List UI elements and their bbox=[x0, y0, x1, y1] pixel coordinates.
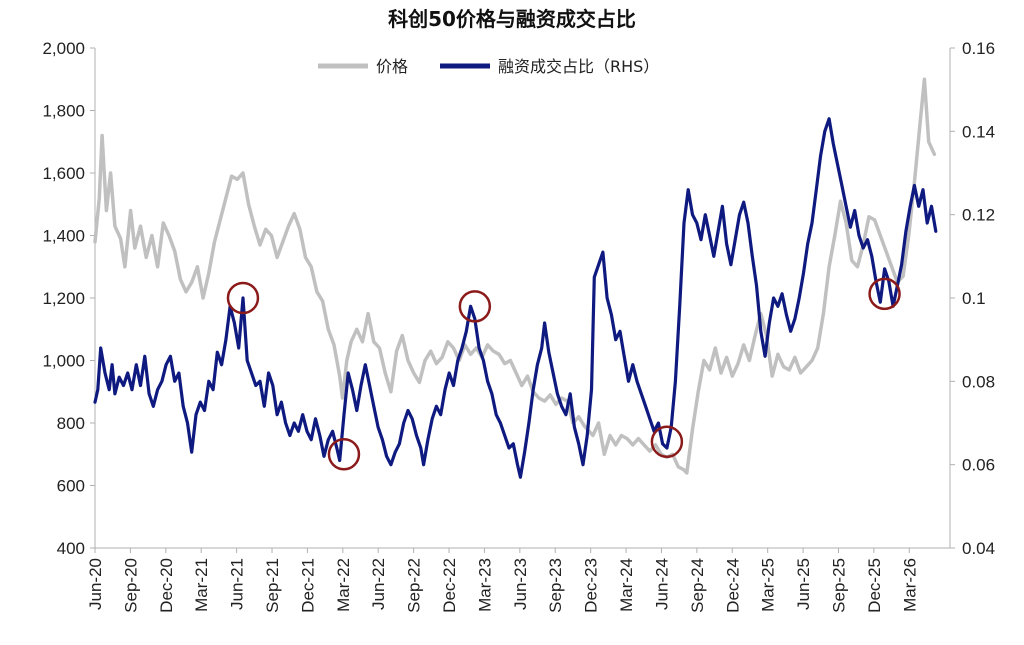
chart-title: 科创50价格与融资成交占比 bbox=[388, 7, 636, 31]
x-tick-label: Mar-25 bbox=[759, 558, 778, 612]
y-right-tick-label: 0.16 bbox=[962, 39, 995, 58]
x-tick-label: Mar-21 bbox=[192, 558, 211, 612]
annotation-layer bbox=[226, 277, 901, 471]
x-tick-label: Sep-22 bbox=[405, 558, 424, 613]
legend: 价格 融资成交占比（RHS） bbox=[318, 57, 659, 76]
y-left-tick-label: 1,600 bbox=[42, 164, 85, 183]
x-tick-label: Jun-25 bbox=[794, 558, 813, 610]
x-tick-label: Mar-24 bbox=[617, 558, 636, 612]
y-left-tick-label: 800 bbox=[57, 414, 85, 433]
x-tick-label: Sep-23 bbox=[546, 558, 565, 613]
x-tick-label: Dec-23 bbox=[582, 558, 601, 613]
annotation-circle bbox=[868, 277, 901, 311]
x-tick-label: Jun-24 bbox=[652, 558, 671, 610]
x-tick-label: Jun-21 bbox=[228, 558, 247, 610]
y-left-tick-label: 1,400 bbox=[42, 227, 85, 246]
y-right-tick-label: 0.14 bbox=[962, 122, 995, 141]
axes: 400 600 800 1,000 1,200 1,400 1,600 1,800 2,000 0… bbox=[42, 39, 995, 613]
y-right-tick-label: 0.08 bbox=[962, 372, 995, 391]
annotation-circle bbox=[327, 438, 361, 471]
x-tick-label: Jun-23 bbox=[511, 558, 530, 610]
x-tick-label: Dec-20 bbox=[157, 558, 176, 613]
x-tick-label: Mar-23 bbox=[475, 558, 494, 612]
y-left-tick-label: 400 bbox=[57, 539, 85, 558]
series-line-price bbox=[93, 77, 937, 475]
annotation-circle bbox=[458, 290, 492, 323]
series-layer bbox=[93, 77, 938, 479]
x-tick-label: Jun-20 bbox=[86, 558, 105, 610]
y-left-tick-label: 600 bbox=[57, 477, 85, 496]
x-tick-label: Dec-24 bbox=[723, 558, 742, 613]
y-left-tick-label: 1,000 bbox=[42, 352, 85, 371]
x-tick-label: Sep-21 bbox=[263, 558, 282, 613]
y-right-tick-label: 0.1 bbox=[962, 289, 986, 308]
x-tick-label: Mar-22 bbox=[334, 558, 353, 612]
x-tick-label: Sep-25 bbox=[829, 558, 848, 613]
y-right-tick-label: 0.04 bbox=[962, 539, 995, 558]
x-tick-label: Jun-22 bbox=[369, 558, 388, 610]
annotation-circle bbox=[650, 425, 684, 458]
x-tick-label: Mar-26 bbox=[900, 558, 919, 612]
y-left-tick-label: 1,200 bbox=[42, 289, 85, 308]
x-tick-label: Dec-22 bbox=[440, 558, 459, 613]
y-left-tick-label: 1,800 bbox=[42, 102, 85, 121]
y-right-tick-label: 0.06 bbox=[962, 456, 995, 475]
x-tick-label: Dec-25 bbox=[865, 558, 884, 613]
legend-label-margin-ratio: 融资成交占比（RHS） bbox=[498, 57, 659, 76]
annotation-circle bbox=[226, 281, 260, 315]
y-right-tick-label: 0.12 bbox=[962, 206, 995, 225]
x-tick-label: Sep-24 bbox=[688, 558, 707, 613]
series-line-margin-ratio bbox=[93, 117, 938, 479]
y-left-tick-label: 2,000 bbox=[42, 39, 85, 58]
x-tick-label: Sep-20 bbox=[121, 558, 140, 613]
x-tick-label: Dec-21 bbox=[298, 558, 317, 613]
legend-label-price: 价格 bbox=[376, 57, 408, 76]
